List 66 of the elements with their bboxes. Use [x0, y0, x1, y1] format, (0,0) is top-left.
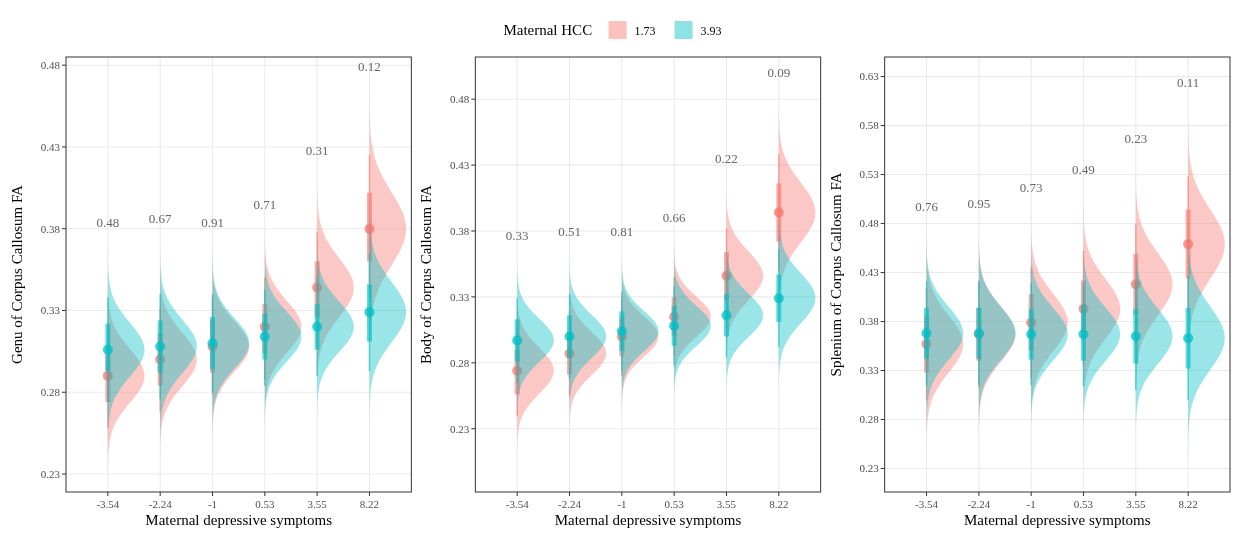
annotation: 0.11 — [1177, 75, 1200, 91]
y-tick-label: 0.38 — [450, 224, 470, 237]
annotation: 0.81 — [610, 224, 634, 240]
x-tick-label: 0.53 — [255, 498, 275, 510]
annotation: 0.71 — [253, 196, 277, 212]
x-axis-title: Maternal depressive symptoms — [554, 512, 742, 528]
y-tick-label: 0.53 — [859, 168, 880, 181]
x-tick-label: 3.55 — [307, 498, 328, 510]
annotation: 0.09 — [767, 64, 791, 80]
y-tick-label: 0.43 — [40, 140, 61, 153]
y-tick-label: 0.43 — [450, 158, 470, 171]
y-tick-label: 0.48 — [450, 93, 470, 106]
x-tick-label: -1 — [207, 498, 218, 510]
y-tick-label: 0.33 — [40, 304, 61, 317]
x-tick-label: 3.55 — [716, 498, 737, 510]
annotation: 0.12 — [358, 59, 381, 74]
y-tick-label: 0.28 — [450, 356, 470, 369]
y-axis-title: Genu of Corpus Callosum FA — [9, 184, 25, 364]
y-tick-label: 0.48 — [40, 59, 61, 72]
legend-title: Maternal HCC — [503, 22, 593, 38]
annotation: 0.51 — [558, 223, 581, 239]
x-tick-label: 8.22 — [1178, 498, 1198, 510]
x-tick-label: -3.54 — [505, 498, 530, 510]
x-axis-title: Maternal depressive symptoms — [964, 512, 1151, 528]
x-tick-label: -1 — [617, 498, 627, 510]
x-axis-title: Maternal depressive symptoms — [145, 512, 333, 528]
y-tick-label: 0.38 — [859, 315, 880, 328]
x-tick-label: 8.22 — [359, 498, 380, 510]
annotation: 0.22 — [715, 151, 738, 167]
y-tick-label: 0.28 — [40, 386, 61, 399]
x-tick-label: -2.24 — [558, 498, 582, 510]
x-tick-label: -2.24 — [148, 498, 173, 510]
x-tick-label: 8.22 — [769, 498, 789, 510]
y-axis-title: Splenium of Corpus Callosum FA — [827, 172, 844, 377]
annotation: 0.95 — [967, 195, 991, 211]
x-tick-label: -2.24 — [967, 498, 991, 510]
x-tick-label: -1 — [1026, 498, 1036, 510]
x-tick-label: -3.54 — [96, 498, 120, 510]
y-tick-label: 0.43 — [859, 266, 880, 279]
y-tick-label: 0.48 — [859, 217, 880, 230]
annotation: 0.66 — [662, 209, 687, 225]
legend-label: 1.73 — [634, 24, 656, 38]
annotation: 0.73 — [1019, 179, 1043, 195]
y-tick-label: 0.58 — [859, 119, 880, 132]
annotation: 0.67 — [148, 211, 173, 227]
y-tick-label: 0.63 — [859, 70, 880, 83]
y-tick-label: 0.33 — [859, 364, 880, 377]
annotation: 0.91 — [201, 215, 224, 231]
x-tick-label: 0.53 — [1073, 498, 1094, 510]
x-tick-label: -3.54 — [915, 498, 939, 510]
y-tick-label: 0.28 — [859, 413, 880, 426]
x-tick-label: 3.55 — [1126, 498, 1146, 510]
y-tick-label: 0.23 — [450, 422, 470, 435]
y-tick-label: 0.33 — [450, 290, 470, 303]
annotation: 0.49 — [1072, 161, 1095, 177]
y-tick-label: 0.38 — [40, 222, 61, 235]
annotation: 0.23 — [1124, 130, 1148, 146]
x-tick-label: 0.53 — [664, 498, 685, 510]
annotation: 0.31 — [305, 143, 329, 159]
y-axis-title: Body of Corpus Callosum FA — [418, 184, 435, 364]
y-tick-label: 0.23 — [859, 462, 880, 475]
annotation: 0.76 — [915, 199, 939, 215]
y-tick-label: 0.23 — [40, 467, 61, 480]
legend-label: 3.93 — [700, 24, 722, 38]
annotation: 0.33 — [505, 227, 529, 243]
annotation: 0.48 — [96, 214, 120, 230]
